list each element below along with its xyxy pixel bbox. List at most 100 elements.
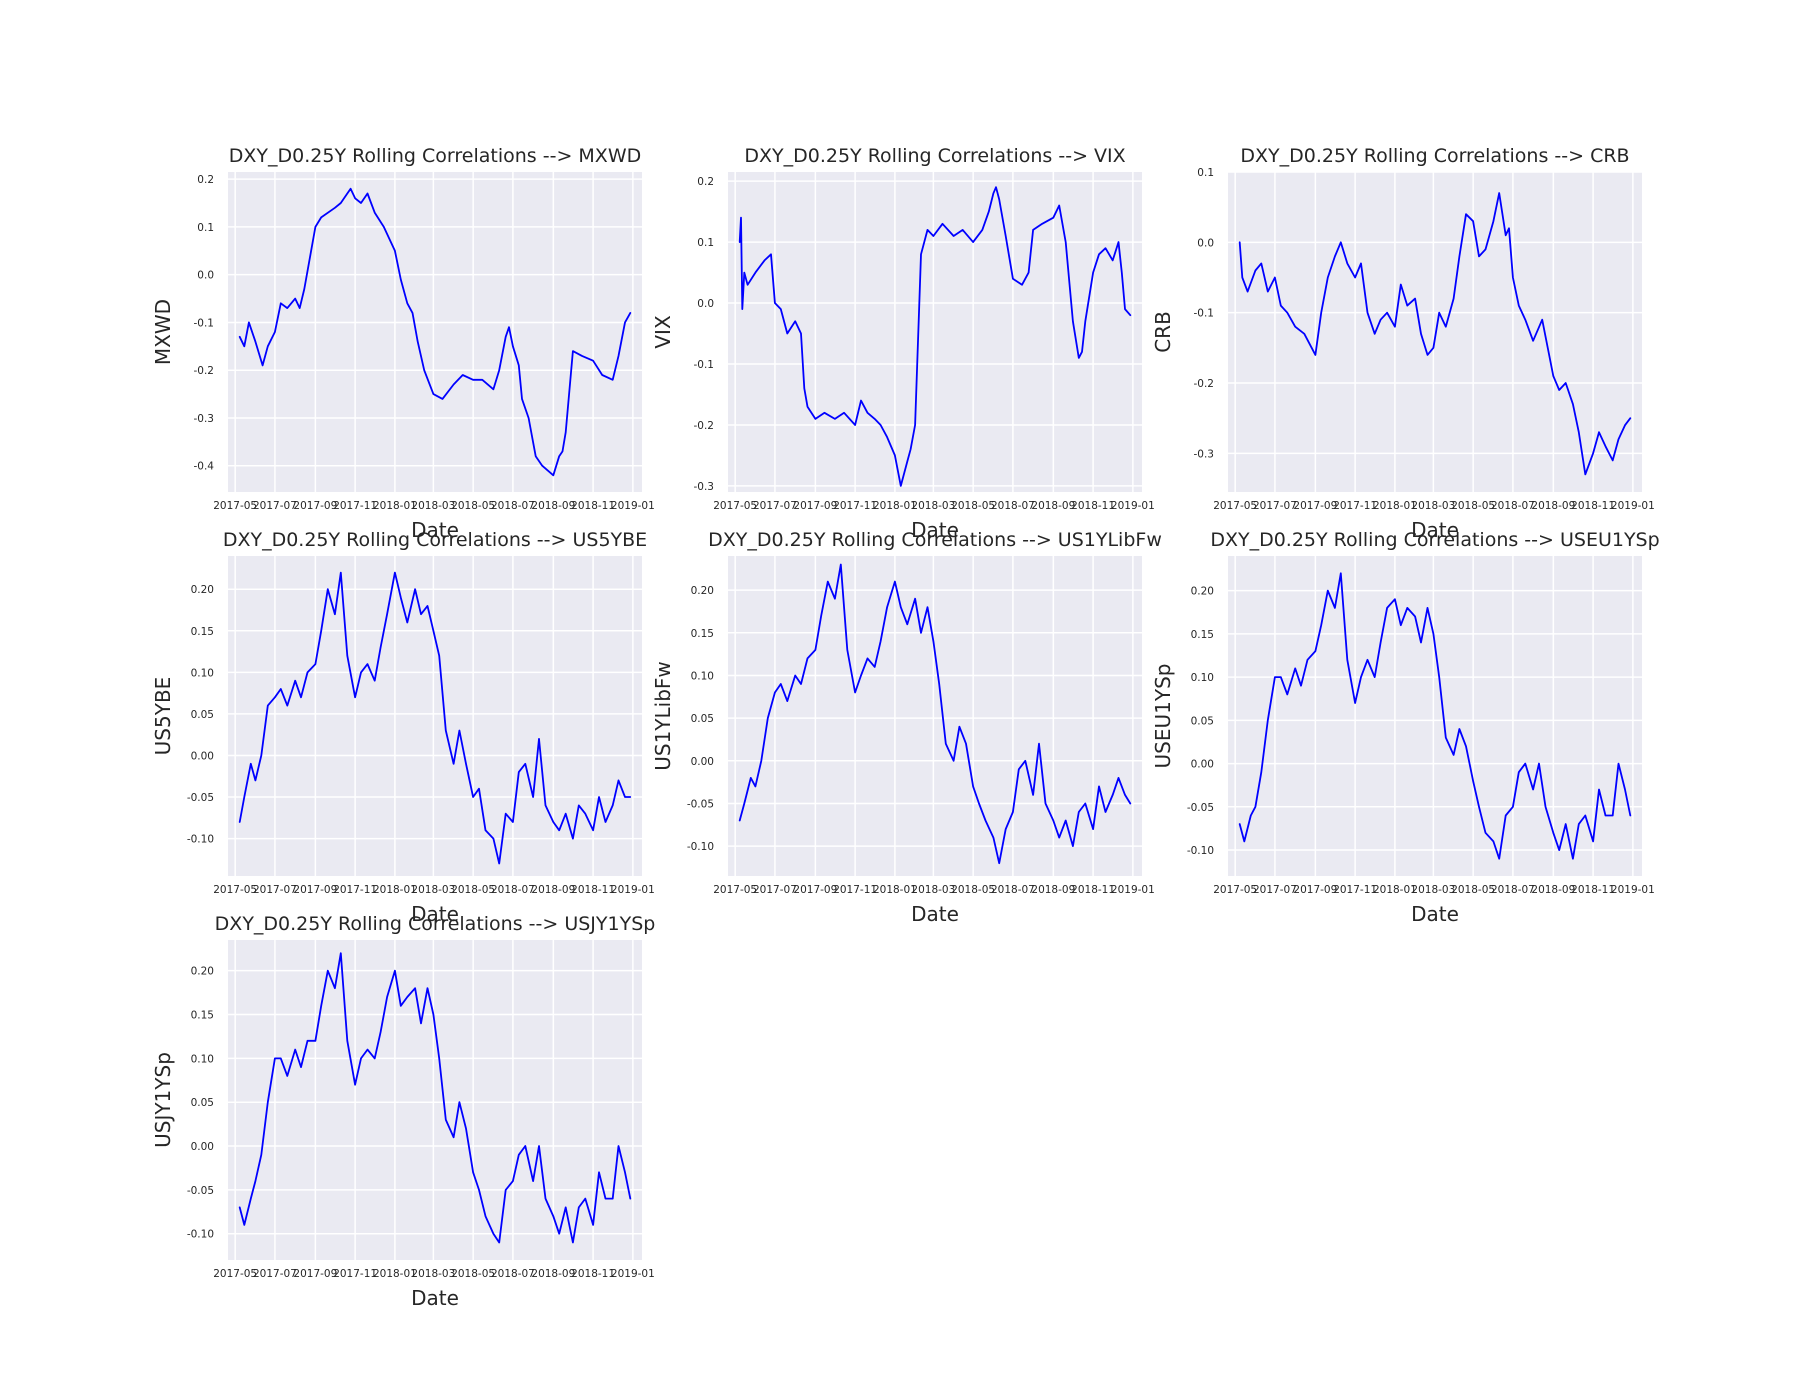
y-tick-label: 0.2 [197,174,214,186]
x-tick-label: 2017-07 [1253,500,1297,512]
x-axis-label: Date [411,902,459,926]
chart-panel-4: 2017-052017-072017-092017-112018-012018-… [151,529,655,926]
x-tick-label: 2017-11 [1333,500,1377,512]
y-tick-label: 0.0 [197,270,214,282]
x-axis-label: Date [1411,902,1459,926]
y-tick-label: -0.2 [194,365,215,377]
x-tick-label: 2018-03 [911,500,955,512]
x-tick-label: 2017-11 [833,884,877,896]
x-tick-label: 2019-01 [1611,884,1655,896]
y-tick-label: 0.00 [191,1141,214,1153]
x-tick-label: 2018-09 [1031,500,1075,512]
x-tick-label: 2017-07 [753,500,797,512]
chart-panel-6: 2017-052017-072017-092017-112018-012018-… [1151,529,1660,926]
chart-panel-1: 2017-052017-072017-092017-112018-012018-… [151,145,655,542]
x-tick-label: 2018-07 [1491,884,1535,896]
y-axis-label: VIX [651,315,675,349]
x-tick-label: 2017-11 [1333,884,1377,896]
y-tick-label: -0.05 [187,792,214,804]
y-tick-label: -0.1 [694,359,715,371]
panel-title: DXY_D0.25Y Rolling Correlations --> CRB [1240,145,1629,167]
series-line [238,952,632,1244]
y-tick-label: -0.10 [187,1229,214,1241]
plot-area [228,172,642,492]
x-tick-label: 2018-09 [531,884,575,896]
x-tick-label: 2018-11 [1071,884,1115,896]
x-tick-label: 2018-05 [1451,500,1495,512]
x-tick-label: 2018-05 [1451,884,1495,896]
y-tick-label: 0.00 [691,756,714,768]
x-tick-label: 2018-03 [1411,884,1455,896]
y-tick-label: 0.15 [191,1010,214,1022]
x-tick-label: 2017-11 [333,884,377,896]
x-tick-label: 2019-01 [611,500,655,512]
plot-area [228,556,642,876]
x-tick-label: 2018-01 [873,500,917,512]
y-tick-label: 0.20 [191,966,214,978]
plot-area [228,940,642,1260]
y-tick-label: 0.1 [197,222,214,234]
y-axis-label: USJY1YSp [151,1052,175,1148]
x-tick-label: 2018-01 [373,884,417,896]
x-tick-label: 2018-05 [451,884,495,896]
x-tick-label: 2019-01 [1611,500,1655,512]
series-line [238,187,632,477]
x-tick-label: 2017-07 [753,884,797,896]
x-tick-label: 2018-03 [1411,500,1455,512]
x-axis-label: Date [1411,518,1459,542]
y-axis-label: USEU1YSp [1151,664,1175,769]
y-tick-label: 0.05 [1191,715,1214,727]
x-tick-label: 2017-11 [333,1268,377,1280]
series-line [238,571,632,865]
x-tick-label: 2018-11 [571,884,615,896]
x-tick-label: 2018-07 [1491,500,1535,512]
x-tick-label: 2018-03 [411,1268,455,1280]
y-axis-label: MXWD [151,299,175,365]
x-tick-label: 2018-11 [1571,500,1615,512]
y-tick-label: -0.10 [1187,845,1214,857]
panel-title: DXY_D0.25Y Rolling Correlations --> MXWD [229,145,642,167]
panel-title: DXY_D0.25Y Rolling Correlations --> VIX [744,145,1125,167]
x-tick-label: 2018-09 [531,1268,575,1280]
y-axis-label: CRB [1151,311,1175,353]
y-tick-label: -0.4 [194,461,215,473]
y-tick-label: -0.1 [1194,308,1215,320]
series-line [1238,572,1632,860]
y-tick-label: -0.05 [1187,802,1214,814]
x-tick-label: 2017-05 [213,884,257,896]
chart-panel-7: 2017-052017-072017-092017-112018-012018-… [151,913,655,1310]
x-tick-label: 2017-09 [793,884,837,896]
y-tick-label: -0.3 [1194,448,1215,460]
y-tick-label: -0.2 [1194,378,1215,390]
x-axis-label: Date [911,902,959,926]
y-tick-label: -0.1 [194,317,215,329]
y-tick-label: 0.1 [697,237,714,249]
x-tick-label: 2018-11 [1571,884,1615,896]
x-tick-label: 2018-11 [571,500,615,512]
series-line [738,186,1132,487]
panel-title: DXY_D0.25Y Rolling Correlations --> USEU… [1210,529,1659,551]
y-tick-label: -0.05 [687,798,714,810]
y-tick-label: -0.10 [687,841,714,853]
x-tick-label: 2018-09 [1531,884,1575,896]
y-tick-label: 0.20 [191,584,214,596]
panel-title: DXY_D0.25Y Rolling Correlations --> US1Y… [708,529,1162,551]
x-tick-label: 2017-07 [253,500,297,512]
plot-area [728,172,1142,492]
x-tick-label: 2017-05 [1213,500,1257,512]
y-tick-label: 0.00 [191,750,214,762]
x-tick-label: 2017-07 [1253,884,1297,896]
x-tick-label: 2019-01 [611,884,655,896]
y-tick-label: 0.20 [1191,586,1214,598]
y-tick-label: 0.10 [191,667,214,679]
x-tick-label: 2018-05 [951,884,995,896]
x-tick-label: 2018-05 [451,500,495,512]
chart-panel-3: 2017-052017-072017-092017-112018-012018-… [1151,145,1655,542]
x-tick-label: 2018-09 [1531,500,1575,512]
x-tick-label: 2019-01 [1111,884,1155,896]
x-tick-label: 2018-03 [911,884,955,896]
x-tick-label: 2017-09 [793,500,837,512]
x-tick-label: 2017-09 [293,884,337,896]
y-tick-label: 0.05 [191,1097,214,1109]
